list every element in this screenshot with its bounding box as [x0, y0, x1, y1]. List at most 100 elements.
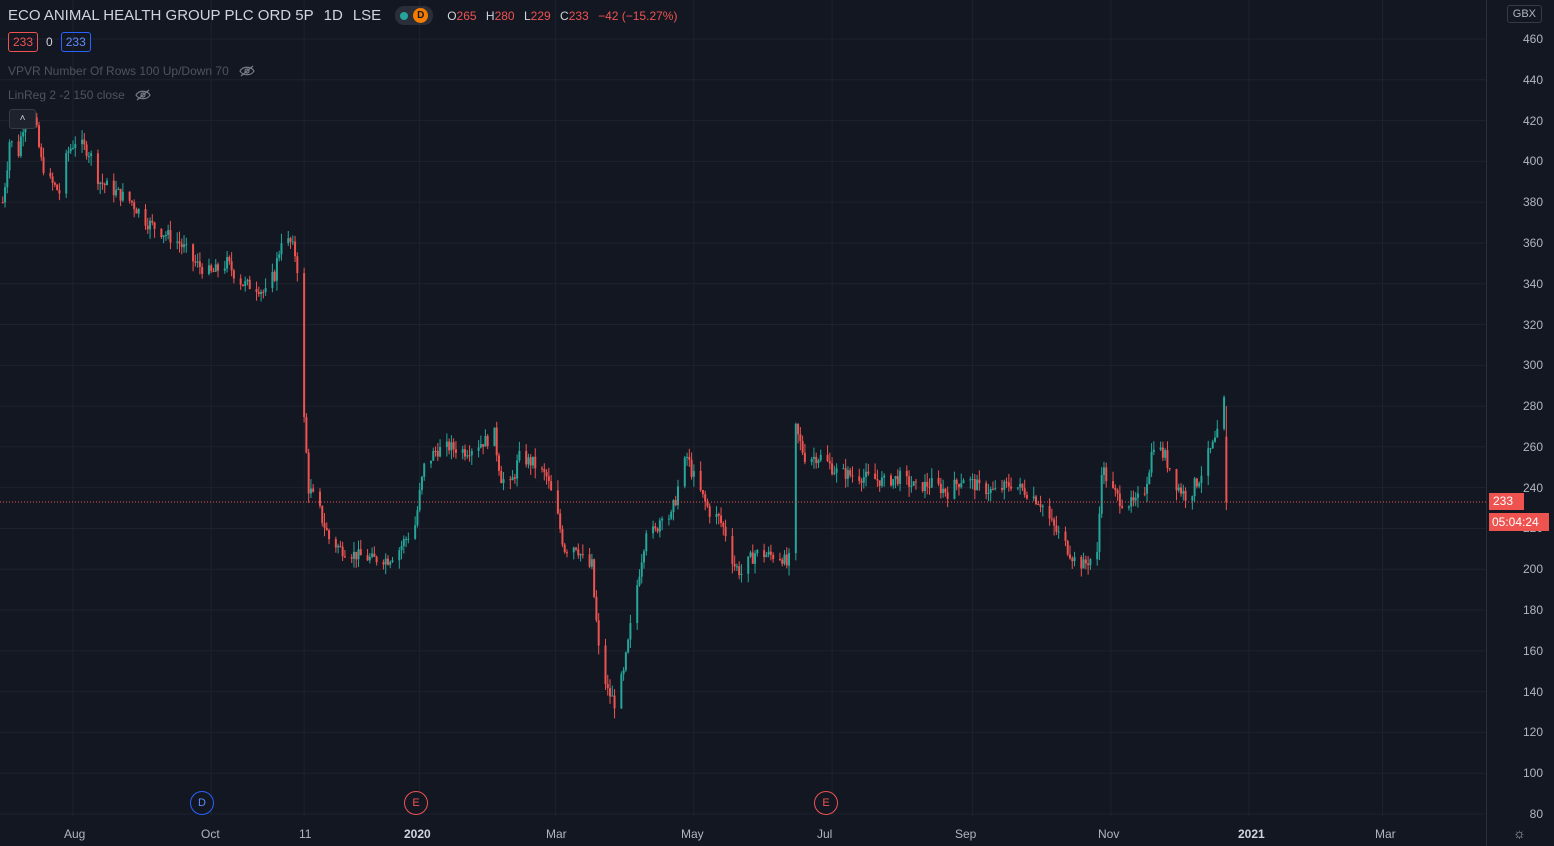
currency-button[interactable]: GBX [1506, 5, 1542, 23]
candle-body [876, 479, 879, 481]
price-axis[interactable]: GBX 460 440 420 400 380 360 340 320 300 280 260 240… [1486, 0, 1554, 846]
candle-body [658, 520, 661, 532]
candle-body [815, 456, 818, 464]
symbol-title[interactable]: ECO ANIMAL HEALTH GROUP PLC ORD 5P [8, 7, 314, 24]
candle-down [35, 112, 38, 128]
candle-down [876, 469, 879, 488]
candle-body [803, 452, 806, 462]
candle-body [656, 528, 659, 532]
candle-up [1148, 469, 1151, 485]
candle-down [867, 463, 870, 476]
indicator-linreg[interactable]: LinReg 2 -2 150 close [8, 88, 151, 102]
candle-down [1084, 555, 1087, 570]
ask-box[interactable]: 233 [60, 32, 91, 52]
candle-down [495, 421, 498, 462]
candle-down [1225, 406, 1228, 511]
candle-body [119, 188, 122, 201]
candle-up [99, 181, 102, 195]
interval-label[interactable]: 1D [323, 7, 343, 24]
candle-body [1080, 556, 1083, 569]
market-status-badge[interactable]: D [395, 6, 434, 25]
candle-body [357, 549, 360, 560]
candle-up [264, 278, 267, 296]
candle-body [846, 470, 849, 479]
candle-up [149, 217, 152, 239]
candle-body [1089, 559, 1092, 566]
candle-up [788, 548, 791, 576]
candle-up [439, 439, 442, 458]
candle-body [878, 480, 881, 486]
candle-body [178, 241, 181, 244]
candle-down [699, 461, 702, 492]
candle-up [1200, 466, 1203, 493]
candle-body [423, 463, 426, 477]
chart-pane[interactable]: ECO ANIMAL HEALTH GROUP PLC ORD 5P 1D LS… [0, 0, 1486, 846]
bid-box[interactable]: 233 [8, 32, 39, 52]
candle-up [880, 471, 883, 488]
candle-up [1211, 439, 1214, 449]
settings-gear-icon[interactable]: ☼ [1513, 825, 1526, 841]
candle-body [207, 265, 210, 274]
candle-up [817, 458, 820, 468]
candle-down [781, 557, 784, 567]
candle-body [686, 456, 689, 458]
candle-body [565, 552, 568, 554]
candle-up [470, 448, 473, 465]
candle-body [957, 484, 960, 488]
candle-down [1023, 479, 1026, 498]
hidden-eye-icon[interactable] [239, 65, 255, 77]
candle-body [842, 468, 845, 470]
hidden-eye-icon[interactable] [135, 89, 151, 101]
candle-up [620, 671, 623, 709]
candle-down [1035, 494, 1038, 506]
candle-body [212, 271, 215, 273]
candle-down [217, 262, 220, 278]
collapse-legend-button[interactable]: ˄ [9, 109, 36, 129]
candle-down [991, 481, 994, 491]
dividend-event-marker[interactable]: D [190, 791, 214, 815]
candle-down [180, 238, 183, 255]
indicator-linreg-label[interactable]: LinReg 2 -2 150 close [8, 88, 125, 102]
candle-body [604, 645, 607, 685]
indicator-vpvr-label[interactable]: VPVR Number Of Rows 100 Up/Down 70 [8, 64, 229, 78]
candle-down [146, 217, 149, 234]
candle-body [556, 490, 559, 514]
earnings-event-marker[interactable]: E [814, 791, 838, 815]
candle-down [343, 549, 346, 559]
candle-body [402, 539, 405, 547]
candle-body [405, 538, 408, 540]
earnings-event-marker[interactable]: E [404, 791, 428, 815]
candle-down [273, 269, 276, 283]
candle-body [1143, 493, 1146, 495]
candle-body [244, 281, 247, 286]
candle-down [849, 467, 852, 478]
candle-down [763, 543, 766, 563]
candle-body [500, 470, 503, 484]
candle-body [667, 518, 670, 520]
candle-down [1116, 488, 1119, 501]
candle-body [192, 244, 195, 262]
candle-up [1127, 505, 1130, 511]
candle-body [1152, 449, 1155, 452]
candle-up [90, 150, 93, 166]
candle-down [303, 267, 306, 423]
candle-body [704, 494, 707, 502]
candle-up [572, 546, 575, 560]
indicator-vpvr[interactable]: VPVR Number Of Rows 100 Up/Down 70 [8, 64, 255, 78]
candle-down [1048, 498, 1051, 526]
candle-body [849, 470, 852, 476]
candle-down [785, 547, 788, 569]
candle-down [83, 133, 86, 151]
candle-body [851, 475, 854, 477]
candle-down [826, 445, 829, 463]
candle-body [461, 449, 464, 453]
candle-up [398, 547, 401, 569]
candlestick-chart[interactable] [0, 0, 1486, 846]
candle-up [638, 569, 641, 587]
candle-down [860, 478, 863, 492]
candle-up [1032, 486, 1035, 502]
candle-body [169, 230, 172, 243]
candle-body [1116, 490, 1119, 494]
candle-body [609, 688, 612, 697]
candle-down [436, 442, 439, 461]
